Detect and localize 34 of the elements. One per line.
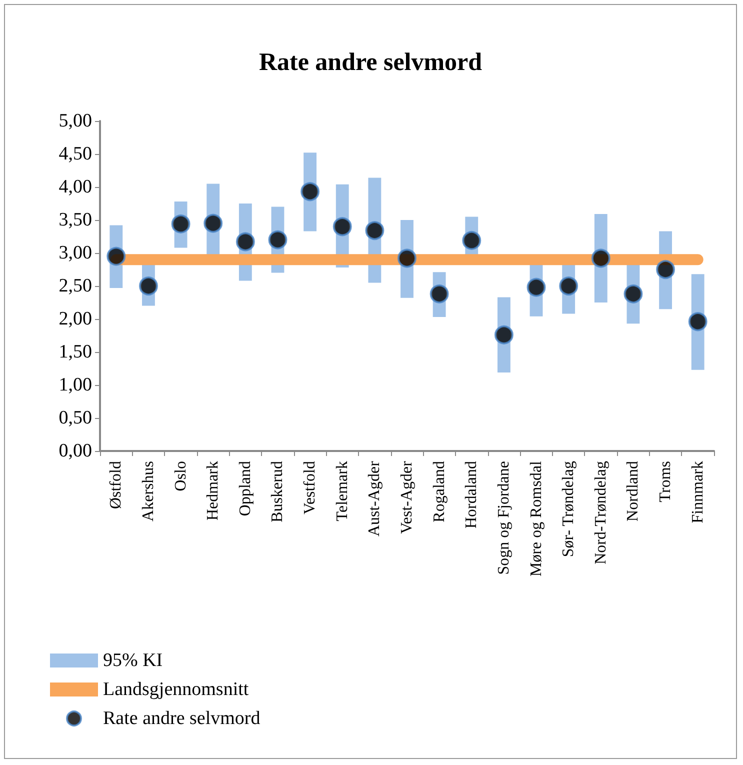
x-tick-label: Vest-Agder bbox=[398, 460, 416, 534]
legend-label: Landsgjennomsnitt bbox=[103, 679, 250, 700]
y-tick-label: 4,00 bbox=[58, 176, 92, 198]
x-tick-label: Akershus bbox=[140, 461, 157, 522]
x-tick-label: Sør- Trøndelag bbox=[560, 461, 578, 558]
x-tick-label: Hordaland bbox=[463, 461, 480, 529]
y-tick-label: 2,50 bbox=[58, 276, 92, 296]
x-tick-label: Møre og Romsdal bbox=[528, 460, 545, 577]
x-tick-label: Oppland bbox=[236, 461, 254, 516]
x-tick-label: Telemark bbox=[334, 461, 351, 522]
x-tick-label: Nordland bbox=[624, 461, 642, 522]
x-tick-label: Hedmark bbox=[204, 461, 222, 521]
chart-title: Rate andre selvmord bbox=[258, 49, 482, 76]
x-tick-label: Buskerud bbox=[269, 461, 286, 522]
y-tick-label: 0,50 bbox=[58, 408, 92, 428]
x-tick-label: Østfold bbox=[108, 461, 125, 509]
y-tick-label: 0,00 bbox=[58, 440, 92, 462]
y-tick-label: 5,00 bbox=[58, 110, 92, 132]
x-tick-label: Aust-Agder bbox=[366, 460, 384, 537]
y-tick-label: 2,00 bbox=[58, 308, 92, 330]
x-tick-label: Nord-Trøndelag bbox=[592, 461, 610, 564]
x-tick-label: Finnmark bbox=[689, 461, 706, 524]
y-tick-label: 3,00 bbox=[58, 242, 92, 264]
x-tick-label: Rogaland bbox=[430, 461, 448, 522]
x-tick-label: Sogn og Fjordane bbox=[495, 461, 512, 575]
x-tick-label: Vestfold bbox=[302, 461, 319, 514]
x-tick-label: Oslo bbox=[172, 461, 190, 492]
y-tick-label: 4,50 bbox=[58, 144, 92, 164]
y-tick-label: 3,50 bbox=[58, 210, 92, 230]
x-tick-label: Troms bbox=[657, 461, 674, 502]
y-tick-label: 1,50 bbox=[58, 342, 92, 362]
legend-label: 95% KI bbox=[103, 650, 163, 671]
y-tick-label: 1,00 bbox=[58, 374, 92, 396]
legend-label: Rate andre selvmord bbox=[103, 708, 261, 729]
